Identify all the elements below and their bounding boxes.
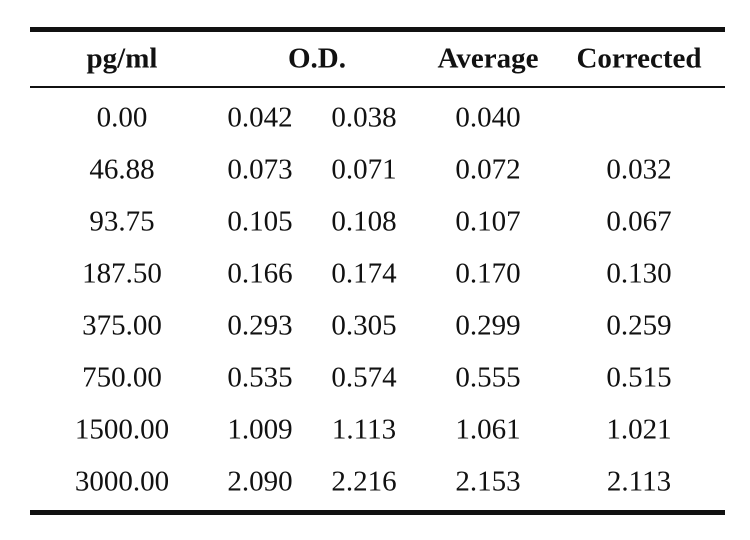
cell-od1: 0.293 [227, 309, 293, 342]
cell-pgml: 375.00 [82, 309, 162, 342]
cell-pgml: 1500.00 [74, 413, 170, 446]
cell-average: 0.107 [455, 205, 521, 238]
cell-od2: 0.174 [331, 257, 397, 290]
cell-od2: 0.071 [331, 153, 397, 186]
cell-corrected: 0.515 [606, 361, 672, 394]
cell-average: 0.040 [455, 101, 521, 134]
cell-pgml: 187.50 [82, 257, 162, 290]
cell-od1: 0.535 [227, 361, 293, 394]
cell-od2: 1.113 [331, 413, 397, 446]
table-top-rule [30, 27, 725, 32]
table-row: 93.75 0.105 0.108 0.107 0.067 [30, 194, 725, 246]
cell-od2: 0.038 [331, 101, 397, 134]
table-row: 375.00 0.293 0.305 0.299 0.259 [30, 298, 725, 350]
cell-od1: 0.073 [227, 153, 293, 186]
cell-average: 0.299 [455, 309, 521, 342]
cell-corrected: 0.067 [606, 205, 672, 238]
cell-average: 0.072 [455, 153, 521, 186]
cell-od2: 2.216 [331, 465, 397, 498]
cell-od1: 0.166 [227, 257, 293, 290]
cell-pgml: 46.88 [89, 153, 155, 186]
cell-average: 1.061 [455, 413, 521, 446]
cell-od1: 1.009 [227, 413, 293, 446]
cell-corrected: 0.130 [606, 257, 672, 290]
table-bottom-rule [30, 510, 725, 515]
standard-curve-table: pg/ml O.D. Average Corrected 0.00 0.042 … [30, 27, 725, 515]
cell-od2: 0.574 [331, 361, 397, 394]
table-header-row: pg/ml O.D. Average Corrected [30, 32, 725, 86]
cell-od2: 0.305 [331, 309, 397, 342]
cell-corrected: 1.021 [606, 413, 672, 446]
cell-corrected: 2.113 [606, 465, 672, 498]
table-row: 187.50 0.166 0.174 0.170 0.130 [30, 246, 725, 298]
cell-pgml: 93.75 [89, 205, 155, 238]
header-corrected: Corrected [576, 42, 702, 75]
cell-average: 0.555 [455, 361, 521, 394]
cell-od1: 0.105 [227, 205, 293, 238]
cell-od1: 0.042 [227, 101, 293, 134]
table-row: 46.88 0.073 0.071 0.072 0.032 [30, 142, 725, 194]
header-average: Average [437, 42, 539, 75]
table-row: 750.00 0.535 0.574 0.555 0.515 [30, 350, 725, 402]
cell-average: 2.153 [455, 465, 521, 498]
cell-pgml: 750.00 [82, 361, 162, 394]
cell-corrected: 0.259 [606, 309, 672, 342]
cell-corrected: 0.032 [606, 153, 672, 186]
table-body: 0.00 0.042 0.038 0.040 46.88 0.073 0.071… [30, 88, 725, 510]
table-header-rule [30, 86, 725, 88]
table-row: 0.00 0.042 0.038 0.040 [30, 90, 725, 142]
cell-od1: 2.090 [227, 465, 293, 498]
header-od: O.D. [288, 42, 346, 75]
cell-pgml: 0.00 [96, 101, 148, 134]
table-row: 3000.00 2.090 2.216 2.153 2.113 [30, 454, 725, 506]
cell-pgml: 3000.00 [74, 465, 170, 498]
table-row: 1500.00 1.009 1.113 1.061 1.021 [30, 402, 725, 454]
cell-od2: 0.108 [331, 205, 397, 238]
header-pgml: pg/ml [86, 42, 158, 75]
cell-average: 0.170 [455, 257, 521, 290]
